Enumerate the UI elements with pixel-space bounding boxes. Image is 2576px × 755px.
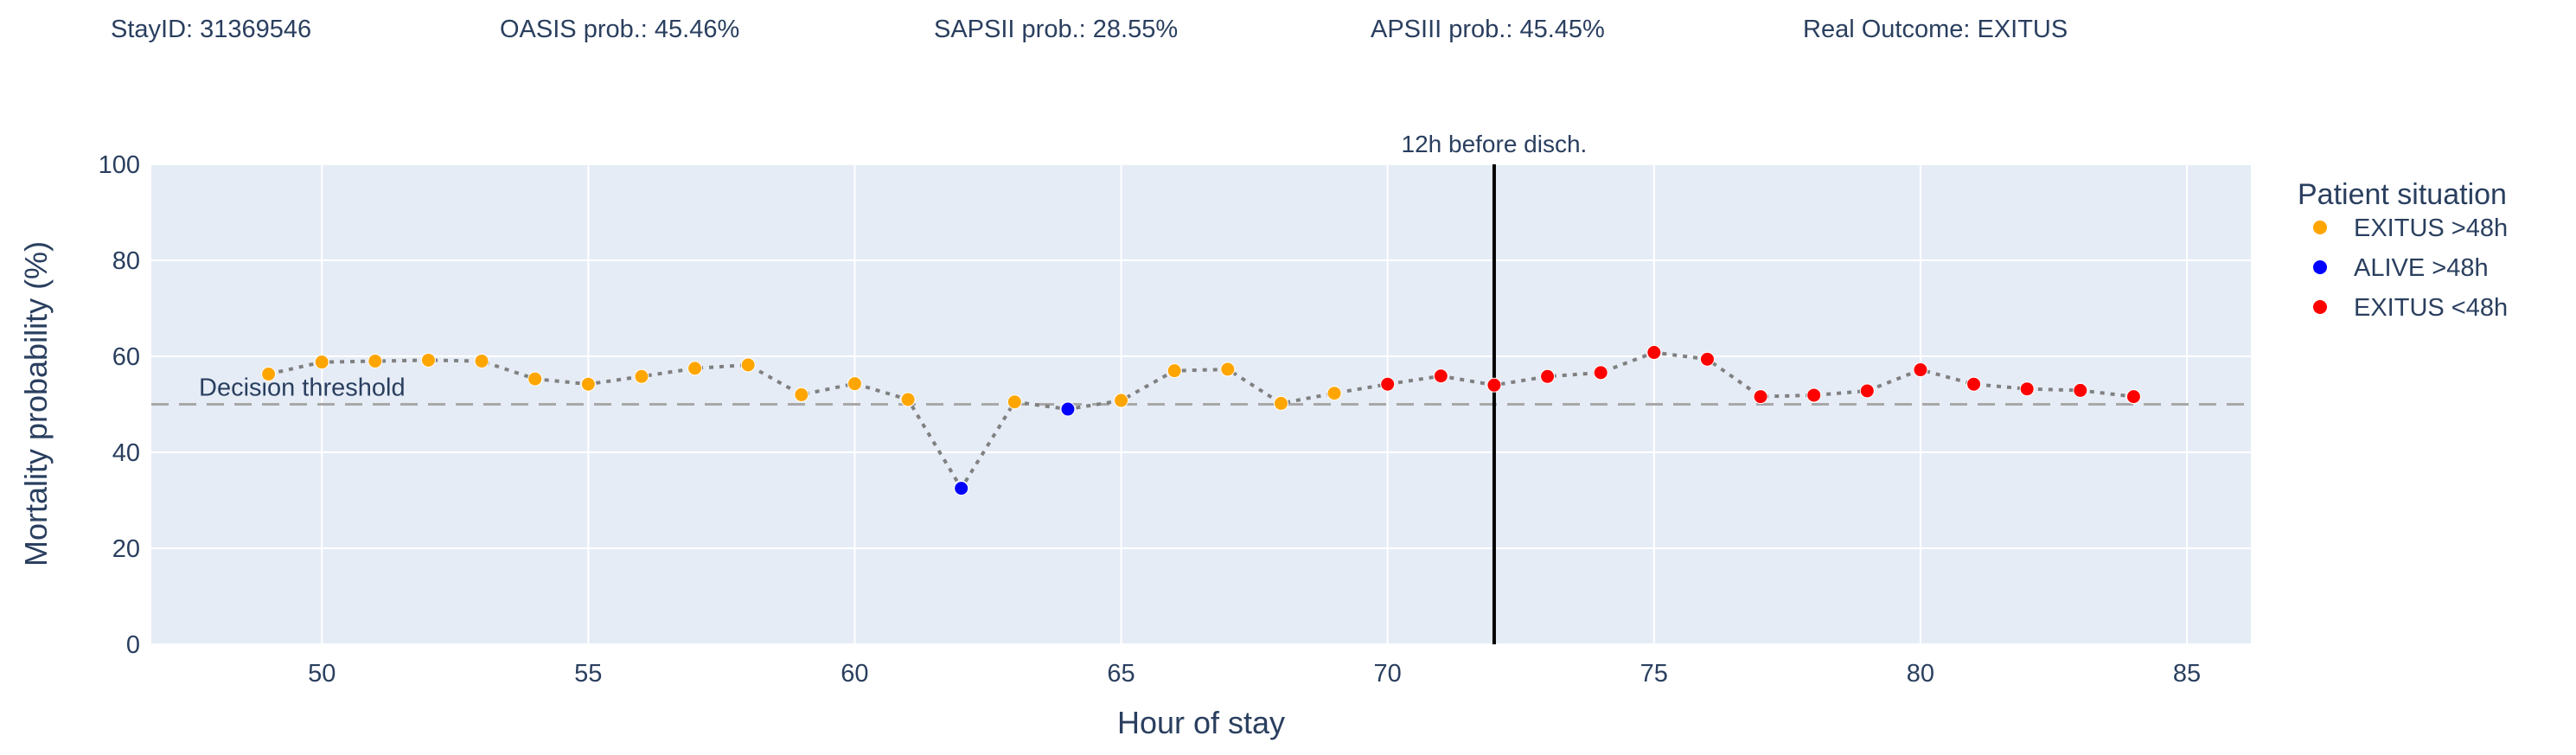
x-tick-label: 65 (1107, 660, 1135, 688)
oasis-prob-label: OASIS prob.: 45.46% (500, 16, 740, 43)
data-point-exitus_gt48 (261, 367, 277, 382)
data-point-exitus_gt48 (314, 355, 329, 370)
y-tick-label: 0 (126, 631, 140, 659)
data-point-exitus_gt48 (1007, 394, 1022, 410)
y-tick-label: 60 (112, 343, 140, 371)
legend-label-alive_gt48: ALIVE >48h (2354, 254, 2489, 282)
series-line (268, 350, 2134, 492)
discharge-marker-label: 12h before disch. (1402, 131, 1588, 157)
data-point-exitus_lt48 (1753, 389, 1768, 405)
x-tick-label: 85 (2173, 660, 2201, 688)
data-point-exitus_gt48 (900, 392, 916, 407)
x-tick-label: 70 (1374, 660, 1402, 688)
y-tick-label: 100 (99, 151, 140, 179)
y-tick-label: 20 (112, 535, 140, 563)
x-tick-label: 60 (841, 660, 868, 688)
x-axis-ticks: 50 55 60 65 70 75 80 85 (308, 660, 2201, 688)
sapsii-prob-label: SAPSII prob.: 28.55% (934, 16, 1179, 43)
data-point-exitus_gt48 (1167, 363, 1182, 379)
data-point-exitus_gt48 (740, 357, 756, 373)
y-axis-title: Mortality probability (%) (18, 241, 54, 566)
x-tick-label: 50 (308, 660, 336, 688)
data-point-exitus_gt48 (1114, 393, 1129, 408)
legend-label-exitus_gt48: EXITUS >48h (2354, 214, 2508, 242)
decision-threshold-label: Decision threshold (199, 374, 406, 402)
data-point-alive_gt48 (954, 481, 969, 496)
legend-marker-exitus_gt48 (2313, 221, 2327, 234)
data-point-alive_gt48 (1060, 401, 1076, 417)
data-point-exitus_lt48 (1646, 345, 1662, 361)
data-point-exitus_gt48 (420, 352, 436, 368)
data-point-exitus_lt48 (1433, 368, 1448, 384)
data-point-exitus_lt48 (1540, 368, 1556, 384)
data-point-exitus_gt48 (847, 376, 862, 392)
data-point-exitus_lt48 (1966, 376, 1982, 392)
data-point-exitus_gt48 (634, 368, 649, 384)
y-tick-label: 80 (112, 247, 140, 275)
data-point-exitus_gt48 (1273, 395, 1288, 411)
data-point-exitus_lt48 (1913, 362, 1928, 378)
x-tick-label: 80 (1907, 660, 1934, 688)
data-point-exitus_lt48 (1593, 365, 1608, 381)
apsiii-prob-label: APSIII prob.: 45.45% (1371, 16, 1605, 43)
data-point-exitus_gt48 (368, 354, 383, 369)
data-points (261, 345, 2141, 496)
legend-marker-exitus_lt48 (2313, 300, 2327, 314)
legend-label-exitus_lt48: EXITUS <48h (2354, 294, 2508, 322)
data-point-exitus_lt48 (2073, 382, 2088, 398)
data-point-exitus_gt48 (687, 361, 703, 376)
x-tick-label: 75 (1640, 660, 1668, 688)
data-point-exitus_gt48 (1326, 386, 1342, 401)
data-point-exitus_lt48 (1699, 351, 1715, 367)
data-point-exitus_lt48 (1380, 376, 1396, 392)
y-tick-label: 40 (112, 439, 140, 467)
legend-title: Patient situation (2298, 178, 2507, 211)
real-outcome-label: Real Outcome: EXITUS (1803, 16, 2068, 43)
data-point-exitus_lt48 (1486, 377, 1502, 393)
legend-marker-alive_gt48 (2313, 260, 2327, 274)
data-point-exitus_gt48 (527, 371, 543, 387)
data-point-exitus_gt48 (474, 354, 489, 369)
y-axis-ticks: 0 20 40 60 80 100 (99, 151, 140, 659)
x-axis-title: Hour of stay (1117, 705, 1285, 740)
data-point-exitus_gt48 (794, 387, 809, 402)
legend: Patient situation EXITUS >48h ALIVE >48h E… (2298, 178, 2508, 322)
x-tick-label: 55 (574, 660, 602, 688)
data-point-exitus_gt48 (580, 376, 596, 392)
grid-lines (151, 163, 2251, 645)
data-point-exitus_lt48 (2019, 381, 2035, 397)
data-point-exitus_lt48 (1859, 383, 1875, 399)
data-point-exitus_lt48 (2125, 389, 2141, 405)
data-point-exitus_gt48 (1220, 362, 1236, 377)
stay-info-header: StayID: 31369546 OASIS prob.: 45.46% SAP… (0, 16, 2576, 50)
stay-id-label: StayID: 31369546 (111, 16, 312, 43)
data-point-exitus_lt48 (1806, 387, 1822, 403)
